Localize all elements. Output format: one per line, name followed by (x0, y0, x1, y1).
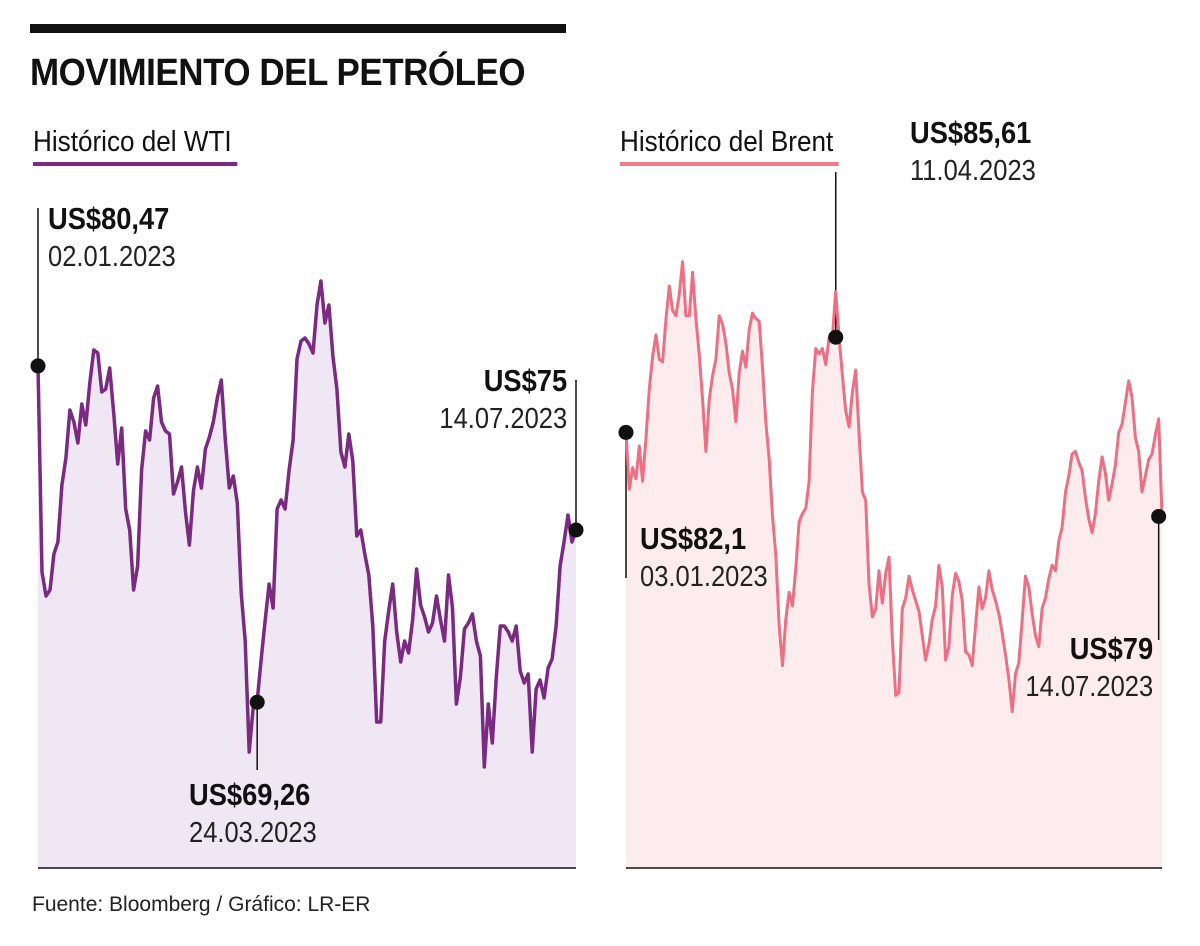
wti-start-date: 02.01.2023 (48, 241, 176, 273)
brent-panel-title: Histórico del Brent (620, 122, 839, 166)
wti-point-min (249, 694, 265, 710)
wti-point-end (568, 522, 584, 538)
wti-annotation-start: US$80,47 02.01.2023 (48, 200, 176, 276)
brent-annotation-max: US$85,61 11.04.2023 (910, 114, 1036, 190)
wti-min-value: US$69,26 (189, 777, 311, 812)
title-rule (30, 24, 566, 33)
brent-end-value: US$79 (1069, 631, 1153, 666)
page-title: MOVIMIENTO DEL PETRÓLEO (30, 52, 526, 94)
source-credit: Fuente: Bloomberg / Gráfico: LR-ER (32, 893, 371, 916)
wti-panel-title: Histórico del WTI (33, 122, 238, 166)
wti-start-value: US$80,47 (48, 201, 170, 236)
wti-chart (30, 208, 584, 869)
wti-series-line (36, 279, 578, 769)
wti-annotation-end: US$75 14.07.2023 (439, 362, 567, 438)
wti-min-date: 24.03.2023 (189, 817, 317, 849)
brent-point-end (1151, 508, 1167, 524)
brent-max-value: US$85,61 (910, 115, 1032, 150)
brent-end-date: 14.07.2023 (1025, 671, 1153, 703)
brent-annotation-start: US$82,1 03.01.2023 (640, 520, 768, 596)
brent-point-start (618, 424, 634, 440)
brent-annotation-end: US$79 14.07.2023 (1025, 630, 1153, 706)
brent-series-line (624, 260, 1164, 714)
wti-area-fill (38, 281, 576, 868)
wti-end-value: US$75 (483, 363, 567, 398)
brent-start-date: 03.01.2023 (640, 561, 768, 593)
brent-max-date: 11.04.2023 (910, 155, 1036, 187)
brent-area-fill (626, 261, 1162, 869)
brent-start-value: US$82,1 (640, 521, 747, 556)
wti-annotation-min: US$69,26 24.03.2023 (189, 776, 317, 852)
brent-chart (618, 172, 1167, 869)
wti-point-start (30, 358, 46, 374)
brent-point-max (828, 329, 844, 345)
wti-end-date: 14.07.2023 (439, 403, 567, 435)
